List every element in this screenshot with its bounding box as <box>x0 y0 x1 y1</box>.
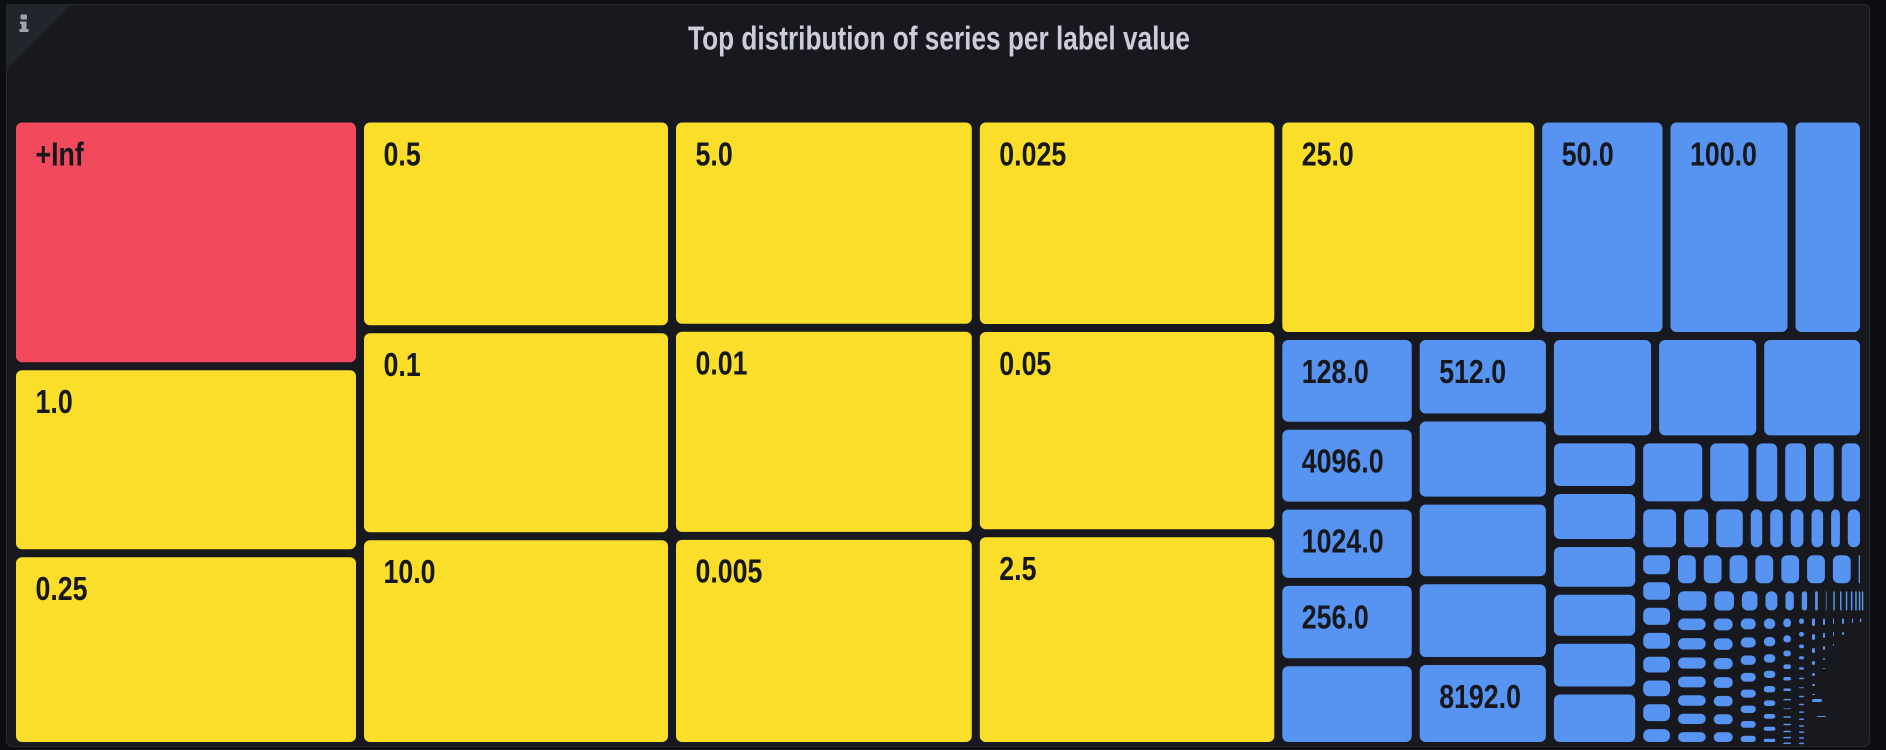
svg-text:5.0: 5.0 <box>696 135 733 172</box>
svg-text:+Inf: +Inf <box>36 135 85 172</box>
svg-text:0.005: 0.005 <box>696 553 763 590</box>
svg-text:128.0: 128.0 <box>1302 353 1369 390</box>
svg-text:512.0: 512.0 <box>1439 353 1506 390</box>
svg-text:4096.0: 4096.0 <box>1302 443 1384 480</box>
svg-text:0.025: 0.025 <box>999 135 1066 172</box>
svg-text:0.01: 0.01 <box>696 345 748 382</box>
svg-text:1.0: 1.0 <box>36 383 73 420</box>
svg-text:25.0: 25.0 <box>1302 135 1354 172</box>
svg-text:Top distribution of series per: Top distribution of series per label val… <box>688 19 1190 56</box>
svg-text:1024.0: 1024.0 <box>1302 522 1384 559</box>
svg-text:0.5: 0.5 <box>384 135 421 172</box>
svg-text:2.5: 2.5 <box>999 550 1036 587</box>
svg-text:10.0: 10.0 <box>384 553 436 590</box>
svg-text:256.0: 256.0 <box>1302 599 1369 636</box>
svg-text:0.25: 0.25 <box>36 570 88 607</box>
svg-text:8192.0: 8192.0 <box>1439 678 1521 715</box>
svg-text:0.1: 0.1 <box>384 346 421 383</box>
svg-text:0.05: 0.05 <box>999 345 1051 382</box>
svg-text:50.0: 50.0 <box>1562 135 1614 172</box>
svg-text:100.0: 100.0 <box>1690 135 1757 172</box>
